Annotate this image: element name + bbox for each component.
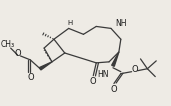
Text: O: O xyxy=(90,77,97,86)
Text: O: O xyxy=(131,65,138,74)
Polygon shape xyxy=(112,52,119,66)
Text: O: O xyxy=(14,50,21,59)
Text: CH₃: CH₃ xyxy=(1,40,15,49)
Polygon shape xyxy=(40,62,52,70)
Text: NH: NH xyxy=(115,19,126,28)
Text: O: O xyxy=(27,73,34,82)
Text: H: H xyxy=(67,20,72,26)
Text: O: O xyxy=(111,85,117,94)
Text: HN: HN xyxy=(97,70,109,79)
